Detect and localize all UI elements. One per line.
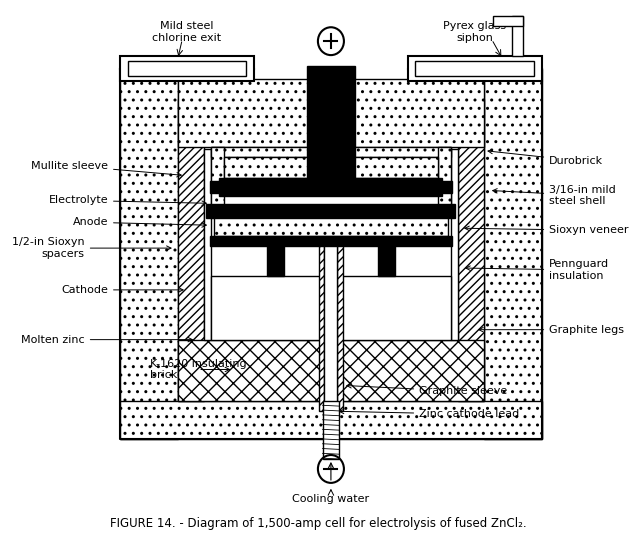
Bar xyxy=(442,182,452,193)
Bar xyxy=(458,99,484,401)
Bar xyxy=(408,56,542,81)
Text: 3/16-in mild
steel shell: 3/16-in mild steel shell xyxy=(493,184,616,206)
Bar xyxy=(307,66,355,178)
Bar xyxy=(494,16,523,26)
Bar xyxy=(211,147,224,216)
Bar xyxy=(206,204,455,218)
Bar xyxy=(128,61,246,76)
Text: Pyrex glass
siphon: Pyrex glass siphon xyxy=(444,21,506,43)
Text: Pennguard
insulation: Pennguard insulation xyxy=(466,259,610,281)
Bar xyxy=(210,182,219,193)
Bar xyxy=(267,246,283,276)
Bar xyxy=(451,148,458,340)
Bar xyxy=(337,246,343,411)
Text: K-1620 insulating
brick: K-1620 insulating brick xyxy=(150,359,246,380)
Bar xyxy=(211,276,451,340)
Text: Mullite sleeve: Mullite sleeve xyxy=(31,161,181,177)
Bar xyxy=(438,147,451,216)
Text: 1/2-in Sioxyn
spacers: 1/2-in Sioxyn spacers xyxy=(12,237,171,259)
Bar xyxy=(178,99,204,401)
Bar xyxy=(378,246,395,276)
Text: Molten zinc: Molten zinc xyxy=(21,334,192,345)
Text: Graphite sleeve: Graphite sleeve xyxy=(347,384,508,396)
Bar xyxy=(120,56,254,81)
Bar xyxy=(178,340,484,401)
Text: Zinc cathode lead: Zinc cathode lead xyxy=(340,409,519,419)
Bar xyxy=(415,61,535,76)
Text: Sioxyn veneer: Sioxyn veneer xyxy=(465,225,629,235)
Bar xyxy=(120,69,178,439)
Bar xyxy=(484,69,542,439)
Bar xyxy=(224,157,438,178)
Text: Graphite legs: Graphite legs xyxy=(479,325,624,334)
Text: Anode: Anode xyxy=(72,217,206,227)
Text: Cathode: Cathode xyxy=(61,285,183,295)
Text: FIGURE 14. - Diagram of 1,500-amp cell for electrolysis of fused ZnCl₂.: FIGURE 14. - Diagram of 1,500-amp cell f… xyxy=(110,517,526,530)
Bar xyxy=(322,401,339,459)
Bar xyxy=(210,236,452,246)
Bar xyxy=(204,148,211,340)
Text: Durobrick: Durobrick xyxy=(488,150,603,166)
Bar xyxy=(219,178,442,196)
Bar xyxy=(324,246,337,411)
Text: Mild steel
chlorine exit: Mild steel chlorine exit xyxy=(153,21,222,43)
Bar xyxy=(120,401,542,439)
Text: Electrolyte: Electrolyte xyxy=(48,195,206,205)
Bar xyxy=(214,218,448,236)
Bar xyxy=(319,246,324,411)
Bar xyxy=(512,16,523,56)
Bar xyxy=(178,79,484,147)
Bar xyxy=(211,147,451,157)
Text: Cooling water: Cooling water xyxy=(292,494,369,504)
